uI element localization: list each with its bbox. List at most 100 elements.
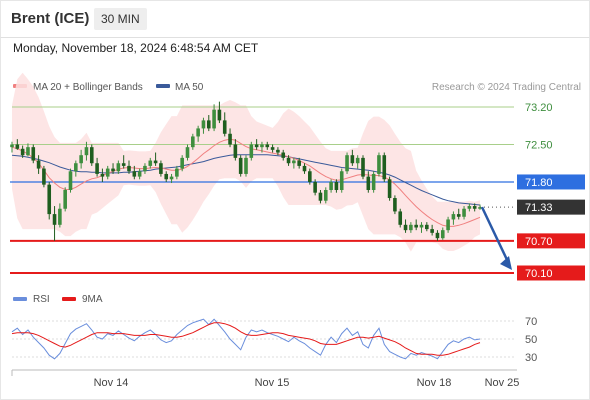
candle-body — [79, 155, 83, 164]
candle-body — [84, 147, 89, 156]
forecast-arrow-head — [500, 256, 512, 270]
candle-body — [95, 163, 99, 174]
candle-body — [425, 224, 429, 230]
candle-body — [52, 214, 57, 225]
candle-body — [201, 120, 206, 129]
candle-body — [164, 173, 169, 180]
candle-body — [212, 109, 216, 129]
candle-body — [36, 160, 41, 169]
rsi-ma-line — [11, 322, 481, 356]
level-label-72.50: 72.50 — [525, 139, 553, 151]
candle-body — [185, 147, 190, 158]
ma20-line — [11, 138, 481, 227]
candle-body — [451, 214, 456, 220]
ma20-legend-label: MA 20 + Bollinger Bands — [33, 82, 143, 93]
candle-body — [366, 176, 371, 190]
candle-body — [308, 171, 312, 182]
candle-body — [334, 181, 339, 190]
candle-body — [180, 157, 184, 169]
candle-body — [313, 181, 317, 193]
ma50-legend-swatch — [156, 84, 170, 88]
level-tag-71.80 — [517, 174, 585, 190]
candle-body — [371, 173, 376, 190]
candle-body — [329, 181, 333, 190]
candle-body — [398, 211, 403, 225]
candle-body — [456, 214, 461, 217]
candle-body — [15, 144, 20, 149]
candle-body — [345, 155, 349, 172]
candle-body — [191, 136, 195, 148]
candle-body — [74, 163, 78, 172]
timestamp: Monday, November 18, 2024 6:48:54 AM CET — [13, 41, 259, 55]
candle-body — [228, 133, 232, 145]
x-tick-label: Nov 18 — [417, 377, 452, 389]
level-label-70.70: 70.70 — [525, 236, 553, 248]
candle-body — [42, 168, 46, 185]
time-axis: Nov 14 Nov 15 Nov 18 Nov 25 — [11, 369, 519, 389]
candle-body — [249, 144, 254, 158]
level-tag-70.70 — [517, 233, 585, 249]
candle-body — [105, 168, 110, 177]
candle-body — [116, 163, 121, 172]
candle-body — [254, 144, 259, 148]
candle-body — [260, 144, 264, 148]
candle-body — [419, 224, 424, 228]
candle-body — [233, 144, 238, 158]
candle-body — [244, 157, 248, 174]
candle-body — [292, 160, 296, 164]
candle-body — [143, 165, 147, 172]
candle-body — [238, 157, 243, 174]
level-tag-70.10 — [517, 265, 585, 281]
candle-body — [361, 157, 365, 177]
candle-body — [68, 171, 73, 190]
candle-body — [175, 168, 179, 177]
candle-body — [159, 163, 163, 174]
candle-body — [446, 219, 450, 231]
candle-body — [403, 224, 408, 231]
candle-body — [100, 173, 105, 177]
candle-body — [196, 128, 200, 137]
candle-body — [217, 109, 222, 121]
ma9-legend-swatch — [62, 297, 76, 301]
chart-header: Brent (ICE) 30 MIN — [0, 0, 590, 38]
x-tick-label: Nov 15 — [255, 377, 290, 389]
level-label-73.20: 73.20 — [525, 102, 553, 114]
timeframe-badge[interactable]: 30 MIN — [94, 8, 147, 30]
candle-body — [478, 207, 482, 209]
candle-body — [132, 171, 137, 177]
candle-body — [169, 176, 174, 180]
candle-body — [265, 144, 270, 148]
price-pane: 73.20 72.50 71.80 71.33 70.70 70.10 — [10, 72, 585, 281]
ma9-legend-label: 9MA — [82, 294, 103, 305]
rsi-legend-swatch — [13, 297, 27, 301]
forecast-arrow-shaft — [480, 206, 511, 265]
candle-body — [222, 120, 227, 134]
candle-body — [127, 165, 131, 172]
candle-body — [148, 160, 153, 166]
candle-body — [440, 230, 445, 239]
candle-body — [339, 171, 344, 190]
candle-body — [63, 190, 67, 209]
candle-body — [387, 179, 392, 199]
instrument-title: Brent (ICE) — [11, 10, 90, 27]
candle-body — [121, 163, 126, 166]
candle-body — [153, 160, 158, 164]
candle-body — [270, 147, 275, 150]
candle-body — [409, 224, 413, 231]
level-label-71.33: 71.33 — [525, 202, 553, 214]
candle-body — [111, 168, 115, 172]
ma50-legend-label: MA 50 — [175, 82, 204, 93]
level-label-71.80: 71.80 — [525, 177, 553, 189]
candle-body — [355, 157, 360, 164]
rsi-tick-30: 30 — [525, 352, 537, 364]
level-label-70.10: 70.10 — [525, 268, 553, 280]
candle-body — [393, 198, 397, 212]
rsi-tick-70: 70 — [525, 316, 537, 328]
candle-body — [462, 208, 466, 217]
rsi-line — [11, 318, 481, 360]
candle-body — [350, 155, 355, 164]
candle-body — [137, 171, 142, 177]
candle-body — [20, 148, 25, 156]
ma50-line — [11, 154, 481, 206]
